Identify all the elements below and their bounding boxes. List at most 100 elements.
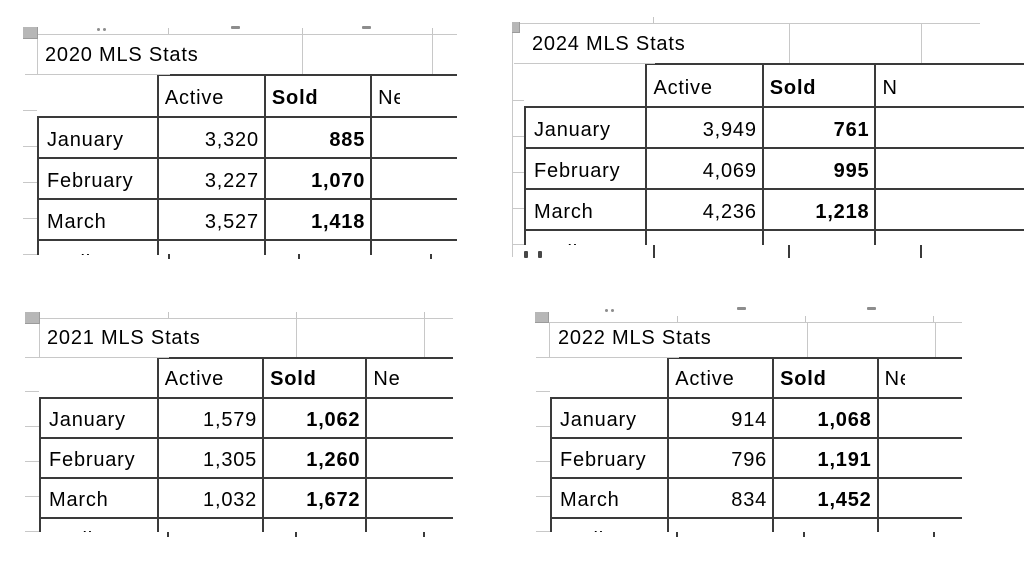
month-cell: March (39, 477, 159, 519)
active-cell: 4,236 (645, 188, 764, 231)
sold-cell: 1,418 (263, 198, 373, 241)
clipped-text-fragment (231, 26, 240, 29)
month-cell: April (524, 229, 648, 245)
table-row: April 3,375 1,051 (37, 239, 457, 255)
sold-cell: 1,070 (263, 157, 373, 200)
col-header-sold: Sold (263, 74, 373, 118)
sheet-title-row: 2022 MLS Stats (550, 322, 962, 357)
sheet-title-row: 2020 MLS Stats (37, 34, 457, 74)
clipped-text-fragment (524, 251, 528, 258)
gutter-gridline (25, 426, 39, 427)
sold-cell: 1,633 (262, 517, 368, 532)
new-cell-empty (876, 477, 962, 519)
gutter-gridline (536, 461, 550, 462)
table-row: January 3,320 885 (37, 116, 457, 159)
gridline-fragment (302, 28, 303, 34)
table-row: February 4,069 995 (524, 147, 1024, 190)
stats-table-2021: Active Sold Ne January 1,579 1,062 Febru… (39, 357, 453, 532)
gridline-fragment (37, 34, 38, 74)
active-cell: 3,527 (156, 198, 266, 241)
border-fragment (788, 245, 790, 258)
gutter-gridline (512, 136, 524, 137)
sheet-corner-fragment (25, 312, 40, 324)
gridline-fragment (653, 17, 654, 23)
border-fragment (933, 532, 935, 537)
border-fragment (920, 245, 922, 258)
gridline-fragment (424, 318, 425, 357)
border-fragment (295, 532, 297, 537)
clipped-text-fragment (611, 309, 614, 312)
sold-cell: 761 (761, 106, 877, 149)
new-cell-empty (876, 397, 962, 439)
col-header-blank (551, 358, 670, 399)
gutter-gridline (536, 531, 550, 532)
col-header-sold: Sold (262, 357, 368, 399)
gridline-fragment (302, 34, 303, 74)
active-cell: 1,032 (156, 477, 265, 519)
border-fragment (653, 245, 655, 258)
gridline-fragment (935, 322, 936, 357)
gridline-fragment (25, 318, 453, 319)
month-cell: January (37, 116, 159, 159)
month-cell: February (524, 147, 648, 190)
table-row: February 1,305 1,260 (39, 437, 453, 479)
border-fragment (423, 532, 425, 537)
active-cell: 1,012 (667, 517, 775, 532)
table-row: January 3,949 761 (524, 106, 1024, 149)
gutter-gridline (25, 391, 39, 392)
active-cell: 4,069 (645, 147, 764, 190)
new-cell-empty (874, 106, 1024, 149)
table-row: April 4,276 1,338 (524, 229, 1024, 245)
table-clip-region: Active Sold Ne January 3,320 885 Februar… (37, 74, 457, 255)
gridline-fragment (424, 312, 425, 318)
active-cell: 3,320 (156, 116, 266, 159)
new-cell-empty (370, 157, 457, 200)
sheet-title: 2022 MLS Stats (558, 327, 712, 349)
gutter-gridline (512, 100, 524, 101)
gutter-gridline (23, 182, 37, 183)
gridline-fragment (536, 357, 679, 358)
gutter-gridline (512, 172, 524, 173)
border-fragment (167, 532, 169, 537)
gridline-fragment (535, 322, 962, 323)
month-cell: April (550, 517, 670, 532)
sold-cell: 1,191 (772, 437, 879, 479)
col-header-active: Active (156, 357, 265, 399)
new-cell-empty (370, 198, 457, 241)
month-cell: January (550, 397, 670, 439)
table-row: January 914 1,068 (550, 397, 962, 439)
sold-cell: 1,452 (772, 477, 879, 519)
gridline-fragment (296, 318, 297, 357)
table-clip-region: Active Sold Ne January 3,949 761 Februar… (524, 63, 1024, 245)
month-cell: February (39, 437, 159, 479)
sheet-title: 2021 MLS Stats (47, 327, 201, 349)
col-header-active: Active (645, 63, 764, 108)
gridline-fragment (25, 357, 169, 358)
month-cell: March (37, 198, 159, 241)
month-cell: February (550, 437, 670, 479)
col-header-blank (525, 64, 648, 108)
gutter-gridline (23, 146, 37, 147)
active-cell: 3,227 (156, 157, 266, 200)
col-header-new-clipped: Ne (876, 357, 962, 399)
active-cell: 1,305 (156, 437, 265, 479)
table-row: March 3,527 1,418 (37, 198, 457, 241)
gridline-fragment (25, 74, 170, 75)
active-cell: 3,949 (645, 106, 764, 149)
col-header-sold: Sold (772, 357, 879, 399)
sheet-title: 2020 MLS Stats (45, 44, 199, 66)
col-header-new-clipped: Ne (874, 63, 1024, 108)
header-row: Active Sold Ne (38, 74, 457, 118)
table-row: February 3,227 1,070 (37, 157, 457, 200)
clipped-text-fragment (737, 307, 746, 310)
active-cell: 4,276 (645, 229, 764, 245)
sold-cell: 1,672 (262, 477, 368, 519)
sheet-title: 2024 MLS Stats (532, 33, 686, 55)
gridline-fragment (512, 23, 513, 257)
sold-cell: 885 (263, 116, 373, 159)
gutter-gridline (536, 426, 550, 427)
table-row: March 4,236 1,218 (524, 188, 1024, 231)
active-cell: 1,579 (156, 397, 265, 439)
sold-cell: 1,051 (263, 239, 373, 255)
sold-cell: 995 (761, 147, 877, 190)
